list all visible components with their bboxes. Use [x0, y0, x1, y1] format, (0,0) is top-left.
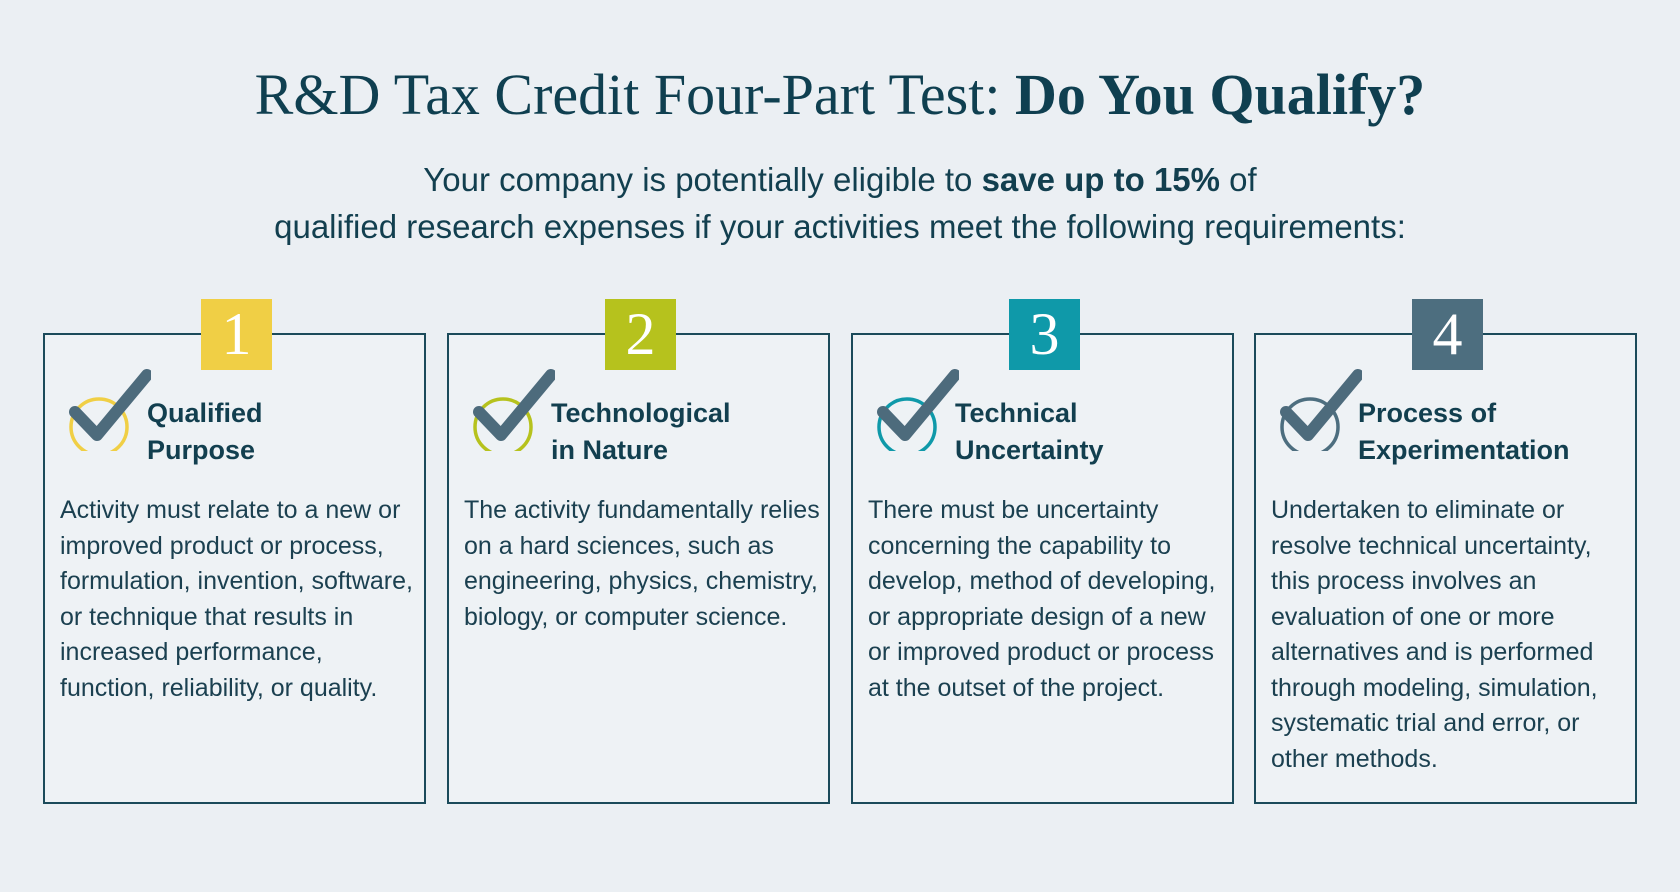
requirement-card-4: 4 Process of Experimentation Undertaken … [1254, 299, 1637, 804]
card-description: Undertaken to eliminate or resolve techn… [1271, 496, 1598, 773]
card-description: The activity fundamentally relies on a h… [464, 496, 820, 631]
checkmark-circle-icon [877, 369, 959, 451]
card-title: Technical Uncertainty [955, 395, 1230, 469]
number-badge-2: 2 [605, 299, 676, 370]
subtitle-highlight: save up to 15% [981, 161, 1220, 198]
card-title-line1: Technological [551, 398, 731, 428]
subtitle-part1: Your company is potentially eligible to [423, 161, 973, 198]
requirement-card-2: 2 Technological in Nature The activity f… [447, 299, 830, 804]
checkmark-circle-icon [1280, 369, 1362, 451]
card-title-line1: Technical [955, 398, 1078, 428]
requirement-card-3: 3 Technical Uncertainty There must be un… [851, 299, 1234, 804]
subtitle-line2: qualified research expenses if your acti… [274, 208, 1406, 245]
card-description: Activity must relate to a new or improve… [60, 496, 413, 702]
card-title-line2: Uncertainty [955, 435, 1104, 465]
card-title-line2: Experimentation [1358, 435, 1570, 465]
title-bold: Do You Qualify? [1014, 62, 1426, 127]
checkmark-circle-icon [473, 369, 555, 451]
card-description: There must be uncertainty concerning the… [868, 496, 1216, 702]
page-title: R&D Tax Credit Four-Part Test: Do You Qu… [0, 60, 1680, 130]
number-badge-1: 1 [201, 299, 272, 370]
checkmark-circle-icon [69, 369, 151, 451]
subtitle-part2: of [1229, 161, 1257, 198]
card-title-line2: in Nature [551, 435, 669, 465]
card-title: Process of Experimentation [1358, 395, 1633, 469]
card-title: Technological in Nature [551, 395, 826, 469]
card-title-line2: Purpose [147, 435, 256, 465]
number-badge-3: 3 [1009, 299, 1080, 370]
number-badge-4: 4 [1412, 299, 1483, 370]
card-title-line1: Process of [1358, 398, 1497, 428]
title-regular: R&D Tax Credit Four-Part Test: [254, 62, 1001, 127]
card-title: Qualified Purpose [147, 395, 422, 469]
requirement-card-1: 1 Qualified Purpose Activity must relate… [43, 299, 426, 804]
card-title-line1: Qualified [147, 398, 263, 428]
page-subtitle: Your company is potentially eligible to … [0, 156, 1680, 250]
